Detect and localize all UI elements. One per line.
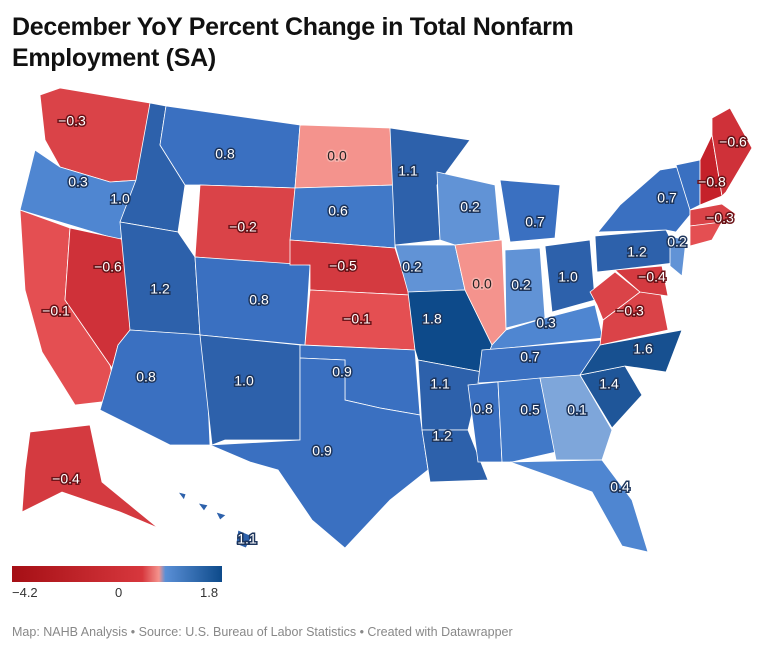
state-value-label-wi: 0.2 bbox=[460, 199, 480, 215]
state-hi[interactable] bbox=[235, 529, 253, 549]
state-value-label-or: 0.3 bbox=[68, 174, 88, 190]
state-la[interactable] bbox=[421, 429, 489, 483]
state-value-label-ky: 0.3 bbox=[536, 315, 556, 331]
state-value-label-ma: −0.3 bbox=[706, 210, 734, 226]
state-value-label-ar: 1.1 bbox=[430, 376, 450, 392]
state-value-label-nj: 0.2 bbox=[667, 234, 687, 250]
legend-zero-label: 0 bbox=[115, 585, 123, 600]
state-me[interactable] bbox=[711, 107, 753, 197]
state-value-label-ut: 1.2 bbox=[150, 281, 170, 297]
state-value-label-mt: 0.8 bbox=[215, 146, 235, 162]
state-value-label-nm: 1.0 bbox=[234, 373, 254, 389]
state-value-label-nc: 1.6 bbox=[633, 341, 653, 357]
state-value-label-id: 1.0 bbox=[110, 191, 130, 207]
state-value-label-co: 0.8 bbox=[249, 292, 269, 308]
state-wv[interactable] bbox=[589, 271, 641, 321]
legend-min-label: −4.2 bbox=[12, 585, 38, 600]
state-value-label-az: 0.8 bbox=[136, 369, 156, 385]
state-fl[interactable] bbox=[509, 459, 649, 553]
state-value-label-la: 1.2 bbox=[432, 428, 452, 444]
state-value-label-sc: 1.4 bbox=[599, 376, 619, 392]
legend-max-label: 1.8 bbox=[200, 585, 219, 600]
state-value-label-al: 0.5 bbox=[520, 402, 540, 418]
state-value-label-nd: 0.0 bbox=[327, 148, 347, 164]
state-value-label-il: 0.0 bbox=[472, 276, 492, 292]
state-pa[interactable] bbox=[594, 229, 683, 273]
state-value-label-mo: 1.8 bbox=[422, 311, 442, 327]
state-value-label-ks: −0.1 bbox=[343, 311, 371, 327]
state-ak[interactable] bbox=[21, 424, 159, 529]
state-ct[interactable] bbox=[689, 221, 723, 247]
state-ma[interactable] bbox=[689, 203, 737, 227]
state-ga[interactable] bbox=[539, 374, 613, 461]
state-al[interactable] bbox=[497, 377, 557, 463]
state-mi[interactable] bbox=[499, 179, 561, 243]
state-value-label-nv: −0.6 bbox=[94, 259, 122, 275]
state-value-label-nh: −0.8 bbox=[698, 174, 726, 190]
state-value-label-va: −0.3 bbox=[616, 303, 644, 319]
state-value-label-ga: 0.1 bbox=[567, 402, 587, 418]
state-value-label-wa: −0.3 bbox=[58, 113, 86, 129]
state-value-label-ne: −0.5 bbox=[329, 258, 357, 274]
state-value-label-tn: 0.7 bbox=[520, 349, 540, 365]
state-value-label-oh: 1.0 bbox=[558, 269, 578, 285]
state-ut[interactable] bbox=[119, 221, 201, 336]
legend-gradient-bar bbox=[12, 566, 222, 582]
state-value-label-pa: 1.2 bbox=[627, 244, 647, 260]
state-value-label-wy: −0.2 bbox=[229, 219, 257, 235]
state-value-label-ca: −0.1 bbox=[42, 303, 70, 319]
state-nj[interactable] bbox=[669, 235, 687, 277]
state-nm[interactable] bbox=[199, 334, 301, 446]
state-md[interactable] bbox=[614, 265, 669, 297]
state-value-label-hi: 1.1 bbox=[237, 531, 257, 547]
state-value-label-ia: 0.2 bbox=[402, 259, 422, 275]
color-legend: −4.2 0 1.8 bbox=[12, 566, 222, 600]
map-title: December YoY Percent Change in Total Non… bbox=[12, 13, 574, 72]
state-value-label-me: −0.6 bbox=[719, 134, 747, 150]
footer-credits: Map: NAHB Analysis • Source: U.S. Bureau… bbox=[12, 625, 513, 639]
state-value-label-mn: 1.1 bbox=[398, 163, 418, 179]
state-value-label-ny: 0.7 bbox=[657, 190, 677, 206]
state-value-label-fl: 0.4 bbox=[610, 479, 630, 495]
state-hi[interactable] bbox=[215, 511, 227, 521]
state-value-label-ak: −0.4 bbox=[52, 471, 80, 487]
state-value-label-mi: 0.7 bbox=[525, 214, 545, 230]
state-hi[interactable] bbox=[177, 491, 187, 501]
state-nc[interactable] bbox=[579, 329, 683, 376]
state-value-label-tx: 0.9 bbox=[312, 443, 332, 459]
state-value-label-ok: 0.9 bbox=[332, 364, 352, 380]
state-value-label-ms: 0.8 bbox=[473, 401, 493, 417]
state-hi[interactable] bbox=[197, 502, 209, 512]
state-value-label-sd: 0.6 bbox=[328, 203, 348, 219]
state-value-label-in: 0.2 bbox=[511, 277, 531, 293]
state-value-label-md: −0.4 bbox=[638, 269, 666, 285]
